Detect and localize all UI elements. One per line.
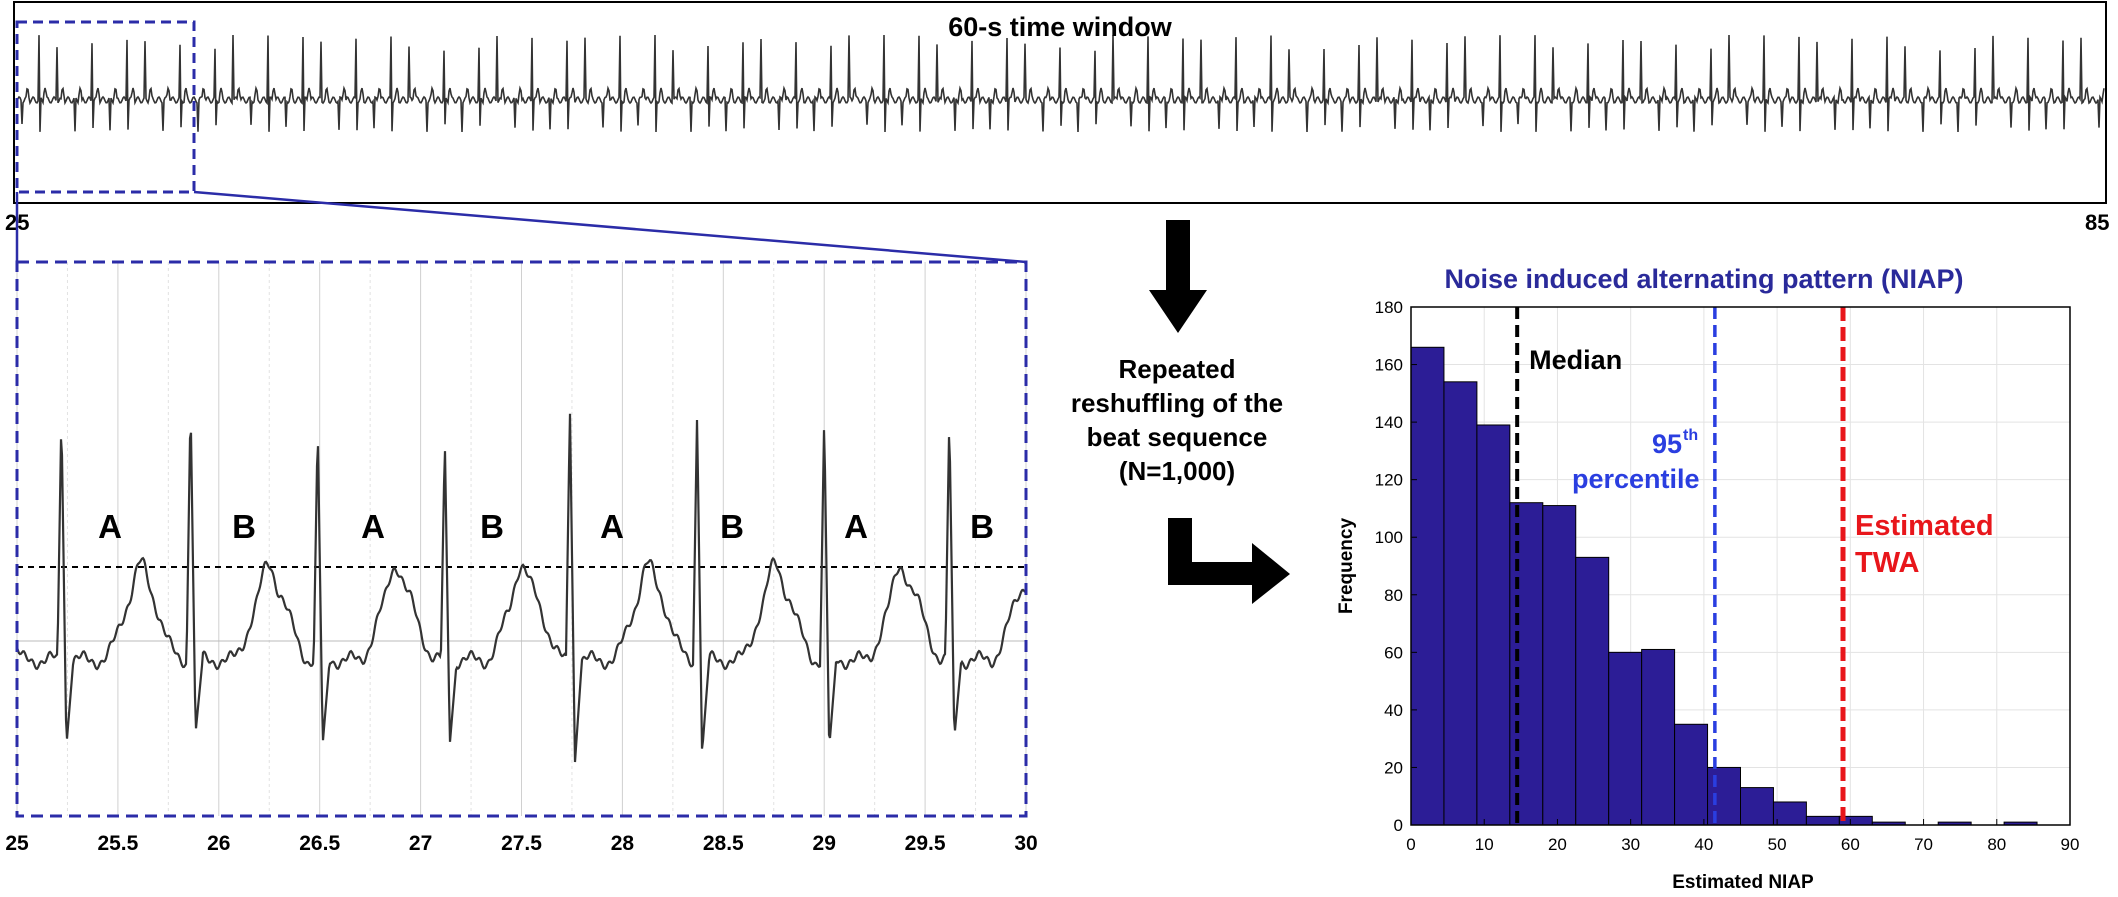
zoom-panel: A B A B A B A B 25 25.5 26 26.5 27 27.5 28 28.5 29 29.5 3… — [5, 260, 1038, 855]
median-label: Median — [1529, 345, 1622, 375]
zoom-x-tick-label: 26 — [207, 832, 230, 855]
chart-annotations: Median 95 th percentile Estimated TWA — [1515, 307, 1994, 825]
zoom-x-tick-label: 30 — [1014, 832, 1037, 855]
zoom-x-tick-label: 27 — [409, 832, 432, 855]
zoom-x-tick-labels: 25 25.5 26 26.5 27 27.5 28 28.5 29 29.5 30 — [5, 832, 1037, 855]
beat-label: B — [970, 508, 994, 545]
percentile-95-superscript: th — [1683, 427, 1698, 444]
y-tick-label: 40 — [1384, 701, 1403, 720]
histogram-bar — [1410, 346, 1445, 826]
zoom-x-tick-label: 28.5 — [703, 832, 744, 855]
histogram-bar — [1608, 651, 1643, 826]
y-tick-label: 80 — [1384, 586, 1403, 605]
chart-gridlines — [1410, 306, 2071, 826]
beat-label: A — [600, 508, 624, 545]
histogram-bar — [1575, 556, 1610, 826]
top-panel-title: 60-s time window — [948, 12, 1173, 42]
zoom-x-tick-label: 27.5 — [501, 832, 542, 855]
chart-title: Noise induced alternating pattern (NIAP) — [1444, 264, 1963, 294]
chart-y-axis-label: Frequency — [1336, 518, 1357, 615]
x-tick-label: 40 — [1694, 835, 1713, 854]
right-turn-arrow-icon — [1168, 518, 1290, 604]
zoom-x-tick-label: 28 — [611, 832, 635, 855]
histogram-chart: Noise induced alternating pattern (NIAP)… — [1336, 264, 2079, 893]
chart-x-tick-labels: 0 10 20 30 40 50 60 70 80 90 — [1406, 819, 2079, 854]
beat-label: B — [720, 508, 744, 545]
x-tick-label: 20 — [1548, 835, 1567, 854]
chart-x-axis-label: Estimated NIAP — [1672, 872, 1814, 893]
flow-text-line-3: beat sequence — [1087, 422, 1268, 452]
chart-plot-frame — [1410, 306, 2071, 826]
chart-y-tick-labels: 0 20 40 60 80 100 120 140 160 180 — [1375, 298, 1417, 835]
beat-label: B — [480, 508, 504, 545]
y-tick-label: 20 — [1384, 758, 1403, 777]
y-tick-label: 100 — [1375, 528, 1403, 547]
beat-label: A — [98, 508, 122, 545]
y-tick-label: 0 — [1394, 816, 1403, 835]
beat-label: A — [361, 508, 385, 545]
y-tick-label: 60 — [1384, 643, 1403, 662]
histogram-bar — [1641, 648, 1676, 826]
estimated-twa-label-line2: TWA — [1855, 547, 1919, 579]
histogram-bar — [1805, 815, 1840, 826]
estimated-twa-label-line1: Estimated — [1855, 510, 1994, 542]
x-tick-label: 80 — [1987, 835, 2006, 854]
histogram-bar — [1772, 801, 1807, 826]
zoom-x-tick-label: 25 — [5, 832, 29, 855]
histogram-bar — [1476, 424, 1511, 826]
zoom-x-tick-label: 26.5 — [299, 832, 340, 855]
x-tick-label: 50 — [1768, 835, 1787, 854]
y-tick-label: 120 — [1375, 471, 1403, 490]
x-tick-label: 70 — [1914, 835, 1933, 854]
beat-label: A — [844, 508, 868, 545]
zoom-x-tick-label: 29.5 — [905, 832, 946, 855]
x-tick-label: 0 — [1406, 835, 1415, 854]
histogram-bar — [1509, 502, 1544, 826]
down-arrow-icon — [1149, 220, 1207, 333]
histogram-bar — [1740, 787, 1774, 826]
zoom-ecg-trace — [15, 413, 1027, 763]
flow-text-line-1: Repeated — [1118, 354, 1235, 384]
x-tick-label: 10 — [1475, 835, 1494, 854]
flow-text-line-4: (N=1,000) — [1119, 456, 1235, 486]
x-tick-label: 60 — [1841, 835, 1860, 854]
zoom-x-tick-label: 25.5 — [97, 832, 138, 855]
percentile-95-label: 95 — [1652, 429, 1682, 459]
zoom-panel-frame — [15, 260, 1028, 818]
histogram-bar — [1443, 381, 1478, 826]
zoom-connector-line — [193, 190, 1027, 264]
top-ecg-trace — [15, 34, 2105, 133]
y-tick-label: 180 — [1375, 298, 1403, 317]
histogram-bar — [1707, 766, 1742, 826]
percentile-95-label-line2: percentile — [1572, 464, 1700, 494]
y-tick-label: 160 — [1375, 356, 1403, 375]
y-tick-label: 140 — [1375, 413, 1403, 432]
flow-section: Repeated reshuffling of the beat sequenc… — [1071, 220, 1290, 604]
zoom-selection-box — [15, 20, 196, 194]
flow-text-line-2: reshuffling of the — [1071, 388, 1283, 418]
histogram-bar — [1542, 505, 1577, 826]
top-x-end-label: 85 — [2085, 210, 2109, 235]
zoom-gridlines — [16, 262, 1027, 816]
zoom-x-tick-label: 29 — [813, 832, 836, 855]
top-panel: 60-s time window 25 85 — [5, 1, 2109, 235]
histogram-bar — [1674, 723, 1709, 826]
beat-label: B — [232, 508, 256, 545]
x-tick-label: 30 — [1621, 835, 1640, 854]
x-tick-label: 90 — [2061, 835, 2080, 854]
histogram-bars — [1410, 346, 2038, 826]
